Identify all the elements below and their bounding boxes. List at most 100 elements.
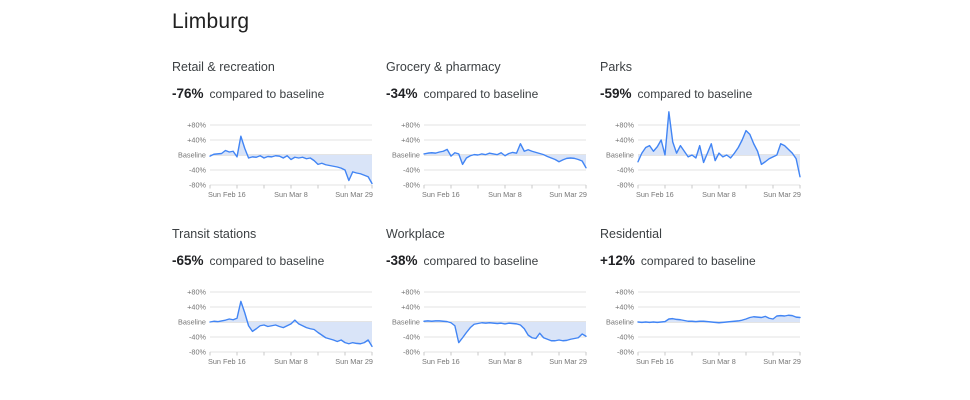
svg-text:+40%: +40%: [401, 136, 420, 145]
svg-text:-40%: -40%: [617, 333, 635, 342]
svg-text:Sun Feb 16: Sun Feb 16: [422, 190, 460, 199]
svg-text:Sun Mar 29: Sun Mar 29: [763, 190, 801, 199]
chart-category-title: Residential: [600, 227, 662, 241]
svg-text:Sun Mar 29: Sun Mar 29: [763, 357, 801, 366]
svg-text:+80%: +80%: [401, 288, 420, 297]
trend-line: [637, 111, 801, 178]
chart-category-title: Workplace: [386, 227, 445, 241]
chart-category-title: Transit stations: [172, 227, 257, 241]
chart-headline-value: -65%: [172, 253, 204, 268]
week-ticks: [637, 352, 801, 356]
trend-line: [637, 314, 801, 324]
svg-text:-80%: -80%: [189, 348, 207, 357]
mobility-line-chart: +80% +40% Baseline -40% -80%Sun Feb 16 Sun Ma…: [392, 121, 587, 199]
svg-text:Sun Feb 16: Sun Feb 16: [208, 190, 246, 199]
area-fill: [210, 136, 372, 184]
svg-text:-80%: -80%: [403, 348, 421, 357]
trend-line: [423, 143, 587, 169]
svg-text:+80%: +80%: [615, 121, 634, 130]
area-fill: [424, 320, 586, 343]
chart-headline-value: -76%: [172, 86, 204, 101]
chart-headline-label: compared to baseline: [423, 254, 539, 268]
svg-text:Sun Mar 8: Sun Mar 8: [702, 357, 736, 366]
week-ticks: [209, 185, 373, 189]
y-axis-labels: +80% +40% Baseline -40% -80%: [178, 121, 207, 190]
svg-text:Baseline: Baseline: [178, 151, 206, 160]
mobility-line-chart: +80% +40% Baseline -40% -80%Sun Feb 16 Sun Ma…: [606, 288, 801, 366]
chart-headline: -59% compared to baseline: [600, 85, 805, 103]
svg-text:-80%: -80%: [403, 181, 421, 190]
svg-text:Baseline: Baseline: [392, 318, 420, 327]
chart-card: Residential +12% compared to baseline +80…: [600, 227, 805, 370]
mobility-line-chart: +80% +40% Baseline -40% -80%Sun Feb 16 Sun Ma…: [178, 121, 373, 199]
svg-text:-40%: -40%: [403, 166, 421, 175]
y-axis-labels: +80% +40% Baseline -40% -80%: [392, 288, 421, 357]
chart-headline-label: compared to baseline: [637, 87, 753, 101]
trend-line: [209, 300, 373, 348]
chart-category-title: Grocery & pharmacy: [386, 60, 501, 74]
svg-text:Sun Feb 16: Sun Feb 16: [636, 357, 674, 366]
chart-card: Parks -59% compared to baseline +80% +40% B…: [600, 60, 805, 203]
trend-line: [209, 135, 373, 185]
svg-text:-40%: -40%: [617, 166, 635, 175]
svg-text:Baseline: Baseline: [392, 151, 420, 160]
svg-text:-40%: -40%: [189, 333, 207, 342]
x-axis-labels: Sun Feb 16 Sun Mar 8 Sun Mar 29: [422, 357, 587, 366]
mobility-line-chart: +80% +40% Baseline -40% -80%Sun Feb 16 Sun Ma…: [178, 288, 373, 366]
chart-headline-value: +12%: [600, 253, 635, 268]
week-ticks: [637, 185, 801, 189]
mobility-report-page: Limburg Retail & recreation -76% compared…: [172, 10, 970, 370]
x-axis-labels: Sun Feb 16 Sun Mar 8 Sun Mar 29: [636, 357, 801, 366]
chart-card: Grocery & pharmacy -34% compared to basel…: [386, 60, 591, 203]
svg-text:+80%: +80%: [615, 288, 634, 297]
chart-card: Transit stations -65% compared to baselin…: [172, 227, 377, 370]
chart-headline-value: -59%: [600, 86, 632, 101]
svg-text:-40%: -40%: [189, 166, 207, 175]
svg-text:Baseline: Baseline: [178, 318, 206, 327]
svg-text:+40%: +40%: [401, 303, 420, 312]
svg-text:+40%: +40%: [187, 303, 206, 312]
y-axis-labels: +80% +40% Baseline -40% -80%: [178, 288, 207, 357]
svg-text:Sun Mar 29: Sun Mar 29: [335, 190, 373, 199]
area-fill: [638, 111, 800, 177]
y-axis-labels: +80% +40% Baseline -40% -80%: [392, 121, 421, 190]
mobility-line-chart: +80% +40% Baseline -40% -80%Sun Feb 16 Sun Ma…: [606, 111, 801, 199]
chart-card: Workplace -38% compared to baseline +80% +…: [386, 227, 591, 370]
area-fill: [638, 315, 800, 323]
chart-category-title: Retail & recreation: [172, 60, 275, 74]
y-axis-labels: +80% +40% Baseline -40% -80%: [606, 121, 635, 190]
area-fill: [210, 301, 372, 347]
chart-headline: +12% compared to baseline: [600, 252, 805, 270]
x-axis-labels: Sun Feb 16 Sun Mar 8 Sun Mar 29: [636, 190, 801, 199]
chart-card: Retail & recreation -76% compared to base…: [172, 60, 377, 203]
svg-text:Sun Mar 8: Sun Mar 8: [274, 190, 308, 199]
svg-text:+80%: +80%: [187, 288, 206, 297]
svg-text:+40%: +40%: [615, 136, 634, 145]
svg-text:Sun Feb 16: Sun Feb 16: [636, 190, 674, 199]
chart-headline-label: compared to baseline: [209, 87, 325, 101]
week-ticks: [209, 352, 373, 356]
trend-line: [423, 320, 587, 344]
x-axis-labels: Sun Feb 16 Sun Mar 8 Sun Mar 29: [208, 357, 373, 366]
svg-text:-80%: -80%: [617, 348, 635, 357]
svg-text:+40%: +40%: [615, 303, 634, 312]
mobility-line-chart: +80% +40% Baseline -40% -80%Sun Feb 16 Sun Ma…: [392, 288, 587, 366]
chart-headline-label: compared to baseline: [423, 87, 539, 101]
svg-text:Sun Mar 8: Sun Mar 8: [274, 357, 308, 366]
svg-text:-80%: -80%: [617, 181, 635, 190]
page-title: Limburg: [172, 10, 250, 33]
svg-text:Sun Mar 8: Sun Mar 8: [702, 190, 736, 199]
svg-text:+80%: +80%: [401, 121, 420, 130]
svg-text:Sun Mar 29: Sun Mar 29: [335, 357, 373, 366]
charts-grid: Retail & recreation -76% compared to base…: [172, 60, 970, 370]
week-ticks: [423, 185, 587, 189]
chart-headline: -38% compared to baseline: [386, 252, 591, 270]
chart-headline: -65% compared to baseline: [172, 252, 377, 270]
x-axis-labels: Sun Feb 16 Sun Mar 8 Sun Mar 29: [208, 190, 373, 199]
y-axis-labels: +80% +40% Baseline -40% -80%: [606, 288, 635, 357]
chart-headline: -34% compared to baseline: [386, 85, 591, 103]
svg-text:Sun Feb 16: Sun Feb 16: [208, 357, 246, 366]
svg-text:Sun Mar 29: Sun Mar 29: [549, 357, 587, 366]
svg-text:+80%: +80%: [187, 121, 206, 130]
chart-headline-value: -38%: [386, 253, 418, 268]
